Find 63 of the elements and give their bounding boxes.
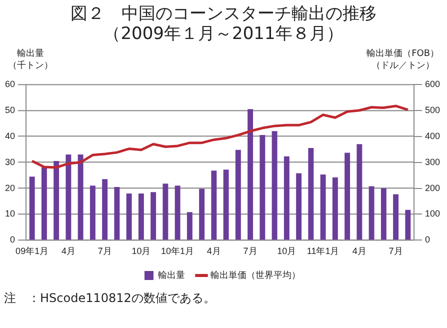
y2-tick-label: 0 <box>424 234 430 245</box>
y2-tick-label: 400 <box>424 130 440 141</box>
y-tick-label: 10 <box>4 208 16 219</box>
y-tick-label: 50 <box>4 104 16 115</box>
y-tick-label: 30 <box>4 156 16 167</box>
bar <box>211 170 217 240</box>
x-tick-label: 09年1月 <box>16 246 49 256</box>
bar <box>29 176 35 240</box>
y-tick-label: 0 <box>10 234 16 245</box>
bar <box>235 150 241 240</box>
legend-label: 輸出量 <box>158 270 185 280</box>
y-tick-label: 60 <box>4 78 16 89</box>
chart-title: 図２ 中国のコーンスターチ輸出の推移（2009年１月～2011年８月） <box>70 4 378 44</box>
bar <box>126 193 132 240</box>
bar <box>162 184 168 240</box>
bar <box>138 193 144 240</box>
bar <box>284 156 290 240</box>
bar <box>41 167 47 240</box>
y2-axis-title: 輸出単価（FOB）（ドル／トン） <box>366 48 439 72</box>
y2-tick-label: 100 <box>424 208 440 219</box>
y2-tick-label: 500 <box>424 104 440 115</box>
bar <box>380 188 386 240</box>
bar <box>90 186 96 240</box>
bar <box>260 135 266 240</box>
x-tick-label: 7月 <box>98 246 112 256</box>
bar <box>272 131 278 240</box>
x-tick-label: 4月 <box>61 246 76 256</box>
bar <box>150 192 156 240</box>
y-tick-label: 40 <box>4 130 16 141</box>
bar <box>102 179 108 240</box>
x-tick-label: 10月 <box>277 246 296 256</box>
bar <box>199 188 205 240</box>
bar <box>356 144 362 240</box>
x-tick-label: 11年1月 <box>306 246 340 256</box>
x-tick-label: 10月 <box>132 246 151 256</box>
x-tick-label: 10年1月 <box>161 246 194 256</box>
bar <box>296 173 302 240</box>
bar <box>114 186 120 240</box>
bar <box>320 174 326 240</box>
x-tick-label: 4月 <box>206 246 221 256</box>
bar <box>308 148 314 240</box>
bar <box>332 177 338 240</box>
bar <box>344 152 350 240</box>
x-tick-label: 7月 <box>243 246 258 256</box>
y2-tick-label: 600 <box>424 78 440 89</box>
bar <box>393 194 399 240</box>
y-axis-title: 輸出量（千トン） <box>8 48 53 72</box>
y2-tick-label: 200 <box>424 182 440 193</box>
legend-label: 輸出単価（世界平均） <box>210 270 300 280</box>
y2-tick-label: 300 <box>424 156 440 167</box>
text: 注 ：HScode110812の数値である。 <box>4 290 216 306</box>
bar <box>186 212 192 240</box>
bar <box>78 154 84 240</box>
y-tick-label: 20 <box>4 182 16 193</box>
bar <box>54 161 60 240</box>
x-tick-label: 7月 <box>388 246 403 256</box>
bar <box>405 210 411 240</box>
bar <box>66 154 72 240</box>
bar <box>223 170 229 240</box>
bar <box>248 109 254 240</box>
bar <box>174 186 180 240</box>
x-tick-label: 4月 <box>352 246 366 256</box>
bar <box>368 186 374 240</box>
